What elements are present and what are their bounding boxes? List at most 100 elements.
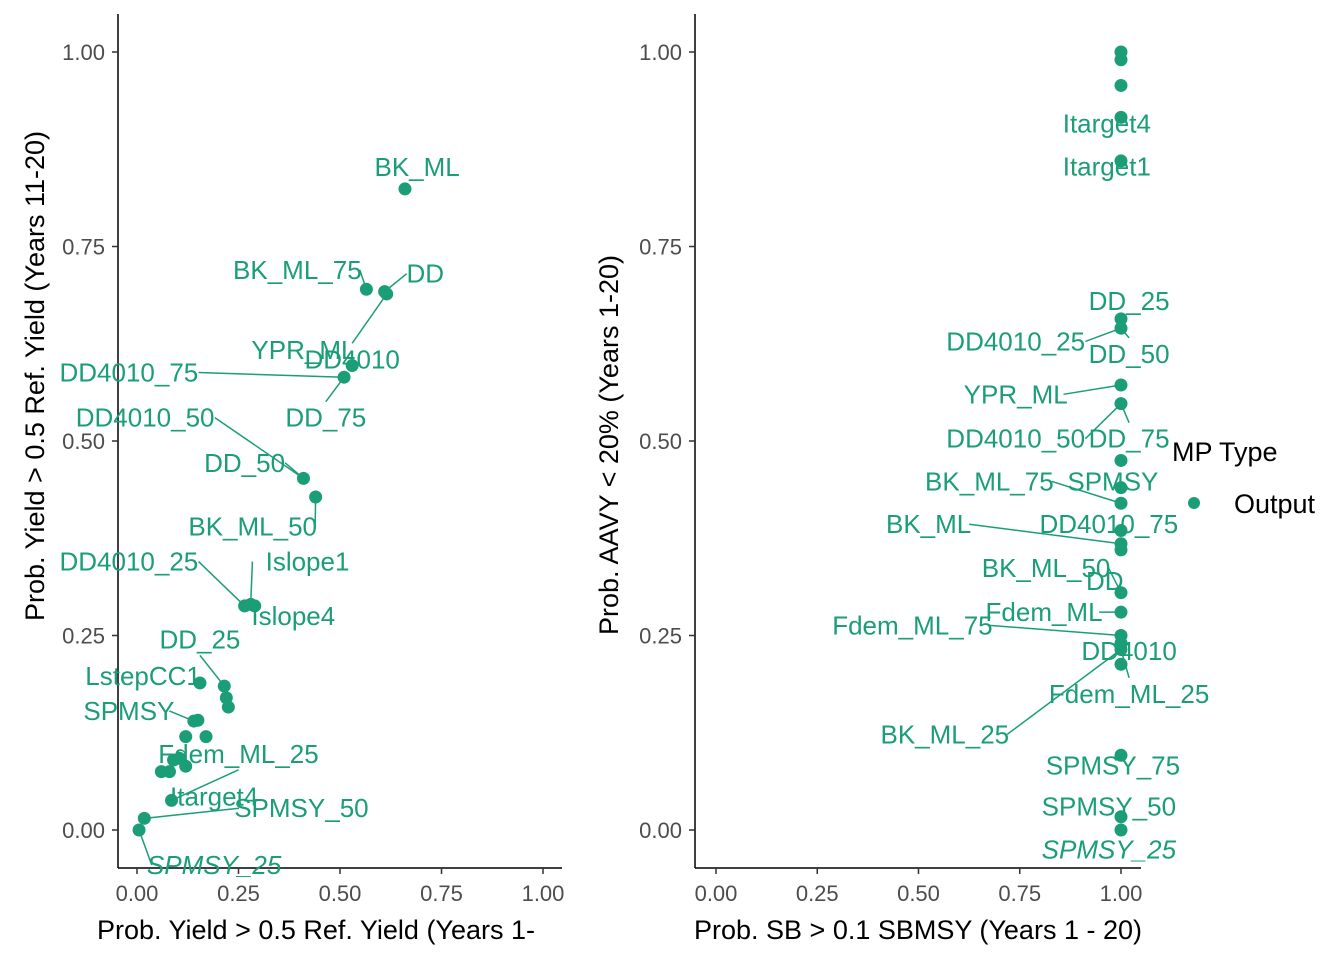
data-point — [193, 676, 207, 690]
data-point — [380, 287, 394, 301]
data-point — [137, 811, 151, 825]
data-point — [1114, 523, 1128, 537]
point-label: Fdem_ML_25 — [1049, 679, 1209, 709]
label-leader-line — [198, 371, 345, 378]
label-leader-line — [1063, 384, 1122, 396]
x-tick-label: 0.50 — [319, 881, 362, 906]
label-leader-line — [199, 654, 225, 687]
x-tick-label: 0.25 — [796, 881, 839, 906]
label-leader-line — [1051, 480, 1122, 504]
data-point — [132, 823, 146, 837]
point-label: BK_ML — [375, 152, 460, 182]
data-point — [1114, 154, 1128, 168]
point-label: DD_50 — [204, 448, 285, 478]
point-label: DD4010_50 — [76, 403, 215, 433]
data-point — [1114, 605, 1128, 619]
data-point — [165, 793, 179, 807]
point-label: DD4010_25 — [59, 547, 198, 577]
x-tick-label: 0.00 — [695, 881, 738, 906]
x-tick-label: 1.00 — [522, 881, 565, 906]
y-tick-label: 0.25 — [62, 624, 105, 649]
point-label: BK_ML_50 — [982, 553, 1111, 583]
point-label: Islope4 — [251, 601, 335, 631]
data-point — [1114, 378, 1128, 392]
point-label: DD_50 — [1089, 339, 1170, 369]
y-tick-label: 0.25 — [639, 624, 682, 649]
legend-title: MP Type — [1172, 437, 1278, 467]
x-tick-label: 0.75 — [998, 881, 1041, 906]
point-label: SPMSY_75 — [1046, 750, 1180, 780]
label-leader-line — [1084, 403, 1122, 440]
label-leader-line — [969, 523, 1122, 545]
point-label: Itarget4 — [1063, 109, 1151, 139]
data-point — [1114, 748, 1128, 762]
point-label: Fdem_ML_75 — [832, 610, 992, 640]
point-label: DD_75 — [285, 403, 366, 433]
data-point — [1114, 543, 1128, 557]
data-point — [1114, 453, 1128, 467]
y-tick-label: 1.00 — [639, 40, 682, 65]
y-tick-label: 0.50 — [639, 429, 682, 454]
data-point — [337, 370, 351, 384]
x-tick-label: 0.25 — [217, 881, 260, 906]
x-axis-label: Prob. SB > 0.1 SBMSY (Years 1 - 20) — [694, 915, 1142, 945]
y-tick-label: 1.00 — [62, 40, 105, 65]
data-point — [1114, 78, 1128, 92]
data-point — [1114, 397, 1128, 411]
data-point — [1114, 823, 1128, 837]
point-label: SPMSY_25 — [147, 850, 282, 880]
label-leader-line — [989, 624, 1122, 637]
y-tick-label: 0.00 — [639, 818, 682, 843]
data-point — [199, 730, 213, 744]
point-label: DD4010 — [1081, 636, 1176, 666]
point-label: Fdem_ML — [986, 597, 1103, 627]
data-point — [1114, 586, 1128, 600]
data-point — [1114, 321, 1128, 335]
data-point — [248, 599, 262, 613]
point-label: DD — [406, 259, 444, 289]
label-leader-line — [144, 807, 240, 820]
right-scatter-panel: 0.00 0.25 0.50 0.75 1.00 0.00 0.25 0.50 0.75 1.00… — [594, 14, 1209, 945]
data-point — [1114, 496, 1128, 510]
point-label: YPR_ML — [251, 335, 355, 365]
label-leader-line — [214, 417, 304, 479]
x-tick-label: 0.50 — [897, 881, 940, 906]
data-point — [398, 182, 412, 196]
data-point — [359, 282, 373, 296]
point-label: SPMSY_25 — [1042, 834, 1177, 864]
data-point — [1114, 643, 1128, 657]
legend: MP Type Output — [1172, 437, 1316, 519]
label-leader-line — [171, 769, 239, 802]
point-label: DD4010_50 — [946, 424, 1085, 454]
y-tick-label: 0.75 — [62, 235, 105, 260]
legend-item-label: Output — [1234, 489, 1316, 519]
point-label: BK_ML_25 — [880, 719, 1009, 749]
data-point — [1114, 481, 1128, 495]
data-point — [1114, 110, 1128, 124]
label-leader-line — [351, 293, 388, 344]
point-label: DD4010_75 — [1039, 509, 1178, 539]
point-label: DD_25 — [1089, 286, 1170, 316]
left-scatter-panel: 0.00 0.25 0.50 0.75 1.00 0.00 0.25 0.50 0.75 1.00… — [20, 14, 564, 945]
data-point — [179, 730, 193, 744]
data-point — [1114, 657, 1128, 671]
y-tick-label: 0.75 — [639, 235, 682, 260]
data-point — [1114, 810, 1128, 824]
x-tick-label: 1.00 — [1100, 881, 1143, 906]
point-label: BK_ML_75 — [233, 255, 362, 285]
point-label: Islope1 — [266, 547, 350, 577]
point-label: DD_75 — [1089, 424, 1170, 454]
data-point — [191, 713, 205, 727]
data-point — [345, 359, 359, 373]
x-axis-label: Prob. Yield > 0.5 Ref. Yield (Years 1- — [97, 915, 535, 945]
point-label: LstepCC1 — [85, 661, 201, 691]
point-label: DD4010_25 — [946, 326, 1085, 356]
point-label: SPMSY_50 — [1042, 792, 1176, 822]
data-point — [296, 471, 310, 485]
x-tick-label: 0.00 — [116, 881, 159, 906]
data-point — [221, 700, 235, 714]
point-label: SPMSY_50 — [234, 793, 368, 823]
point-label: DD_25 — [159, 624, 240, 654]
point-label: BK_ML — [886, 509, 971, 539]
